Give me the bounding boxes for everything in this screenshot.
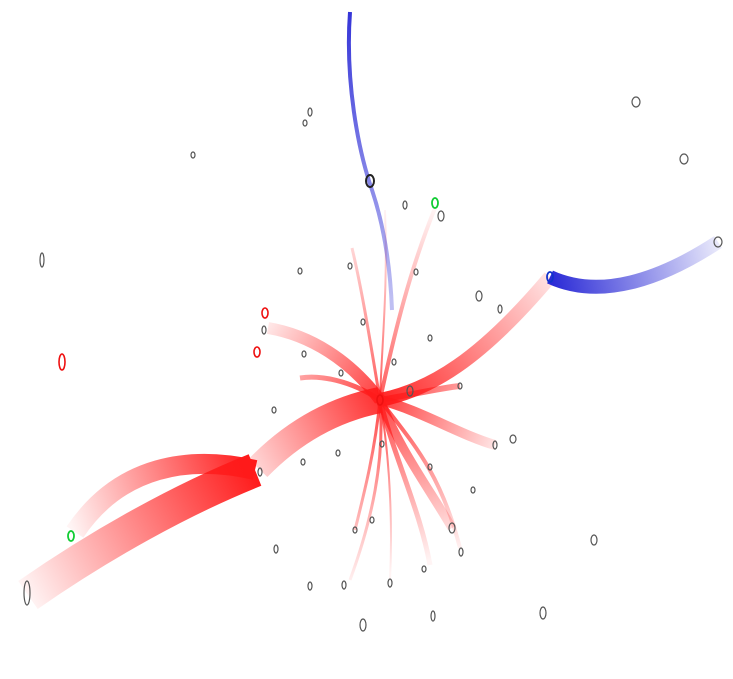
graph-node[interactable]: [679, 153, 689, 165]
graph-node[interactable]: [406, 385, 414, 397]
graph-node[interactable]: [458, 547, 464, 557]
graph-node[interactable]: [631, 96, 641, 108]
flow-edge-arc-green: [66, 453, 258, 538]
graph-node[interactable]: [590, 534, 598, 546]
graph-node[interactable]: [257, 467, 263, 477]
flow-edge-down-4: [353, 399, 382, 531]
flow-edge-right-mid: [379, 383, 461, 403]
graph-node[interactable]: [475, 290, 483, 302]
flow-edge-up-2: [350, 247, 382, 401]
graph-node[interactable]: [307, 581, 313, 591]
graph-node[interactable]: [437, 210, 445, 222]
graph-node[interactable]: [297, 267, 303, 275]
graph-node[interactable]: [421, 565, 427, 573]
red-node[interactable]: [58, 353, 66, 371]
red-node[interactable]: [261, 307, 269, 319]
graph-node[interactable]: [497, 304, 503, 314]
graph-node[interactable]: [413, 268, 419, 276]
red-node[interactable]: [253, 346, 261, 358]
graph-node[interactable]: [713, 236, 723, 248]
graph-node[interactable]: [300, 458, 306, 466]
flow-edge-down-6: [379, 399, 392, 581]
graph-node[interactable]: [307, 107, 313, 117]
flow-edge-down-1: [375, 398, 456, 531]
flow-edge-upper-left: [266, 322, 385, 404]
graph-node[interactable]: [335, 449, 341, 457]
graph-node[interactable]: [23, 580, 31, 606]
flow-edge-down-5: [378, 398, 462, 549]
graph-node[interactable]: [448, 522, 456, 534]
graph-node[interactable]: [457, 382, 463, 390]
flow-edge-up-1: [378, 207, 437, 401]
flow-edge-blue-top: [346, 11, 394, 311]
flow-edge-right-low: [378, 395, 497, 450]
flow-edge-down-2: [377, 399, 433, 566]
hub-node[interactable]: [376, 394, 384, 406]
graph-node[interactable]: [427, 334, 433, 342]
graph-node[interactable]: [402, 200, 408, 210]
flow-edge-down-3: [348, 399, 383, 581]
graph-node[interactable]: [271, 406, 277, 414]
graph-node[interactable]: [302, 119, 308, 127]
graph-node[interactable]: [427, 463, 433, 471]
graph-node[interactable]: [369, 516, 375, 524]
node-layer: [23, 96, 723, 632]
flow-edge-big-left: [18, 454, 262, 609]
blue-node[interactable]: [546, 271, 554, 283]
graph-node[interactable]: [338, 369, 344, 377]
graph-node[interactable]: [379, 440, 385, 448]
graph-node[interactable]: [391, 358, 397, 366]
graph-node[interactable]: [261, 325, 267, 335]
graph-node[interactable]: [352, 526, 358, 534]
flow-edge-upper-left-2: [299, 374, 382, 403]
graph-node[interactable]: [492, 440, 498, 450]
graph-node[interactable]: [341, 580, 347, 590]
graph-node[interactable]: [387, 578, 393, 588]
graph-node[interactable]: [430, 610, 436, 622]
graph-node[interactable]: [509, 434, 517, 444]
graph-node[interactable]: [347, 262, 353, 270]
graph-node[interactable]: [301, 350, 307, 358]
graph-node[interactable]: [360, 318, 366, 326]
graph-node[interactable]: [539, 606, 547, 620]
flow-edge-blue-right: [547, 236, 722, 294]
green-node[interactable]: [67, 530, 75, 542]
flow-edge-hub-left: [248, 387, 383, 478]
graph-node[interactable]: [359, 618, 367, 632]
graph-node[interactable]: [470, 486, 476, 494]
graph-node[interactable]: [39, 252, 45, 268]
green-node[interactable]: [431, 197, 439, 209]
edge-layer: [18, 11, 722, 609]
dark-node[interactable]: [365, 174, 375, 188]
graph-node[interactable]: [190, 151, 196, 159]
graph-node[interactable]: [273, 544, 279, 554]
